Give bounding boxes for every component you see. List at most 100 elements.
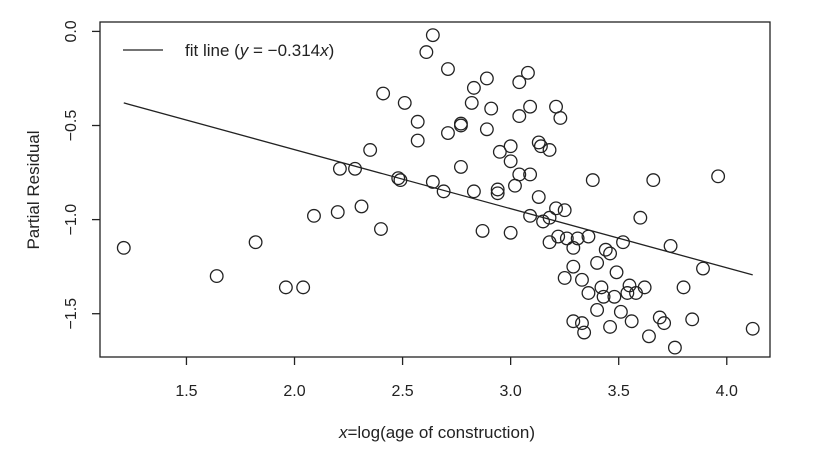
data-point	[696, 261, 710, 276]
data-point	[603, 319, 618, 334]
data-point	[642, 329, 656, 344]
data-point	[536, 214, 551, 229]
data-point	[531, 135, 546, 150]
data-point	[590, 302, 605, 317]
data-point	[533, 139, 548, 154]
data-point	[603, 246, 618, 261]
data-point	[116, 240, 131, 255]
x-axis-label: x=log(age of construction)	[338, 423, 535, 442]
y-tick-label: −1.0	[63, 204, 80, 236]
data-point	[566, 314, 581, 329]
y-tick-label: −1.5	[63, 298, 80, 330]
data-point	[523, 167, 538, 182]
data-point	[557, 203, 572, 218]
data-point	[425, 175, 440, 189]
data-point	[523, 99, 538, 114]
data-point	[590, 255, 605, 270]
data-point	[348, 161, 362, 176]
data-point	[512, 75, 527, 90]
data-point	[475, 223, 490, 238]
data-point	[575, 316, 589, 331]
data-point	[419, 45, 434, 60]
data-point	[307, 208, 321, 223]
data-point	[551, 229, 566, 244]
data-point	[248, 235, 263, 250]
data-point	[622, 278, 637, 293]
data-point	[479, 71, 494, 86]
data-point	[453, 159, 468, 174]
data-point	[410, 133, 425, 148]
data-point	[520, 65, 535, 80]
data-point	[466, 80, 481, 95]
data-point	[581, 286, 596, 300]
fit-line	[123, 102, 753, 276]
data-point	[296, 280, 311, 295]
data-point	[652, 310, 667, 325]
data-point	[441, 62, 455, 77]
data-point	[575, 272, 589, 287]
data-point	[549, 201, 563, 216]
data-point	[542, 143, 557, 157]
data-point	[596, 289, 611, 304]
y-tick-label: 0.0	[63, 20, 80, 42]
data-point	[577, 325, 592, 340]
data-point	[397, 95, 412, 110]
data-point	[711, 169, 726, 184]
legend: fit line (y = −0.314x)	[123, 41, 334, 60]
data-point	[594, 280, 609, 295]
data-point	[616, 235, 630, 250]
data-point	[441, 126, 455, 140]
data-point	[559, 231, 574, 246]
data-point	[557, 271, 572, 285]
data-point	[553, 111, 568, 125]
x-tick-label: 1.5	[175, 383, 197, 400]
data-point	[657, 316, 672, 331]
y-axis-label: Partial Residual	[24, 130, 43, 249]
data-point	[354, 199, 369, 214]
legend-label: fit line (y = −0.314x)	[185, 41, 334, 60]
data-point	[570, 231, 585, 246]
data-point	[633, 210, 648, 225]
data-point	[685, 312, 700, 327]
data-point	[585, 173, 600, 188]
data-point	[492, 144, 507, 159]
data-point	[376, 86, 391, 101]
data-point	[490, 182, 505, 197]
data-point	[613, 304, 628, 319]
x-tick-label: 3.5	[608, 383, 630, 400]
x-tick-label: 2.5	[391, 383, 413, 400]
x-tick-label: 3.0	[500, 383, 522, 400]
data-point	[566, 240, 581, 255]
data-point	[531, 190, 546, 204]
data-point	[490, 186, 505, 201]
x-tick-label: 4.0	[716, 383, 738, 400]
x-tick-label: 2.0	[283, 383, 305, 400]
y-tick-label: −0.5	[63, 110, 80, 142]
data-point	[466, 184, 481, 199]
data-point	[330, 205, 345, 220]
data-point	[436, 184, 451, 199]
data-point	[503, 154, 518, 169]
data-point	[479, 122, 494, 137]
data-point	[676, 280, 691, 295]
data-point	[745, 321, 760, 336]
data-point	[209, 269, 224, 284]
data-point	[464, 95, 479, 110]
data-point	[410, 114, 425, 129]
data-point	[637, 280, 652, 295]
data-point	[503, 225, 518, 240]
plot-frame	[99, 21, 771, 358]
data-point	[453, 116, 468, 131]
data-point	[620, 286, 635, 300]
data-point	[542, 235, 557, 250]
data-point	[609, 265, 624, 280]
data-point	[278, 280, 293, 295]
data-point	[332, 161, 347, 176]
data-point	[363, 143, 378, 157]
data-point	[624, 314, 639, 329]
data-point	[374, 222, 388, 236]
data-point	[646, 173, 661, 188]
data-point	[425, 28, 440, 43]
data-point	[512, 167, 527, 182]
